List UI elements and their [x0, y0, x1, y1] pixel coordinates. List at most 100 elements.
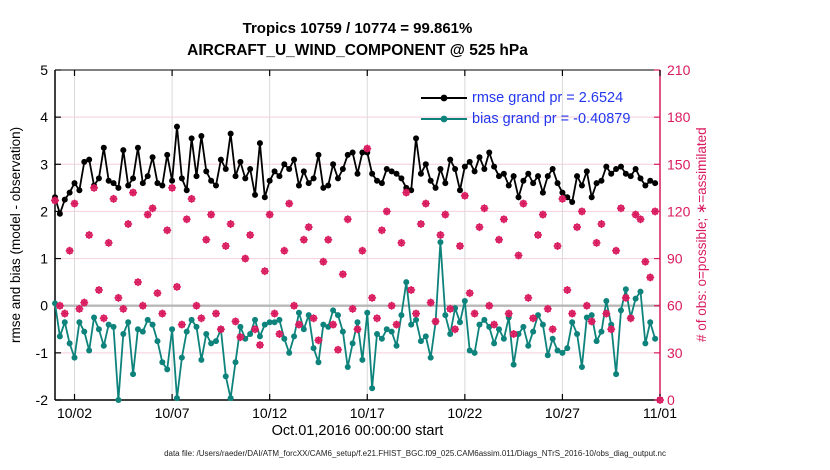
bias-marker	[393, 342, 400, 349]
rmse-marker	[544, 173, 551, 180]
obs-assimilated-marker	[144, 211, 151, 218]
obs-assimilated-marker	[388, 302, 395, 309]
legend-swatch-rmse	[421, 94, 467, 101]
rmse-marker	[266, 177, 273, 184]
rmse-marker	[276, 173, 283, 180]
bias-marker	[495, 326, 502, 333]
rmse-marker	[456, 187, 463, 194]
obs-assimilated-marker	[198, 315, 205, 322]
obs-assimilated-marker	[598, 220, 605, 228]
bias-marker	[213, 338, 220, 345]
rmse-marker	[330, 161, 337, 168]
obs-assimilated-marker	[310, 315, 317, 322]
obs-assimilated-marker	[56, 302, 64, 309]
rmse-marker	[569, 199, 576, 205]
obs-assimilated-marker	[505, 310, 513, 317]
rmse-marker	[203, 168, 210, 175]
obs-assimilated-marker	[656, 396, 664, 404]
obs-assimilated-marker	[403, 189, 410, 196]
rmse-marker	[139, 180, 146, 187]
bias-marker	[115, 397, 122, 403]
obs-assimilated-marker	[593, 239, 600, 247]
bias-marker	[461, 298, 468, 304]
obs-assimilated-marker	[61, 310, 69, 317]
rmse-marker	[315, 151, 322, 158]
bias-marker	[139, 328, 146, 335]
bias-marker	[442, 312, 449, 319]
rmse-marker	[242, 175, 249, 182]
bias-marker	[222, 373, 229, 380]
obs-assimilated-marker	[617, 205, 625, 212]
bias-marker	[383, 326, 390, 333]
rmse-marker	[271, 168, 278, 175]
bias-marker	[266, 319, 273, 326]
obs-assimilated-marker	[427, 299, 434, 306]
rmse-marker	[291, 156, 298, 163]
rmse-marker	[86, 156, 93, 163]
bias-marker	[359, 356, 366, 363]
obs-assimilated-marker	[539, 211, 547, 218]
x-tick-label: 11/01	[643, 405, 677, 421]
bias-marker	[510, 361, 517, 368]
bias-marker	[125, 319, 132, 326]
bias-marker	[422, 333, 429, 340]
x-tick-label: 10/27	[545, 405, 580, 421]
legend-marker-bias	[440, 115, 448, 122]
rmse-marker	[310, 175, 317, 182]
obs-assimilated-marker	[85, 231, 93, 239]
rmse-marker	[515, 194, 522, 201]
rmse-marker	[173, 123, 180, 130]
rmse-marker	[593, 180, 600, 187]
rmse-marker	[183, 187, 190, 194]
rmse-marker	[432, 184, 439, 191]
obs-assimilated-marker	[490, 321, 498, 328]
x-tick-label: 10/17	[350, 405, 385, 421]
bias-marker	[61, 319, 68, 326]
rmse-marker	[232, 173, 239, 180]
bias-marker	[466, 347, 473, 354]
rmse-marker	[95, 175, 102, 182]
rmse-marker	[627, 173, 634, 180]
rmse-marker	[134, 144, 141, 151]
obs-assimilated-marker	[193, 302, 200, 309]
bias-marker	[491, 340, 498, 347]
obs-assimilated-marker	[573, 223, 581, 231]
obs-assimilated-marker	[276, 330, 283, 338]
bias-marker	[276, 316, 283, 323]
obs-assimilated-marker	[212, 310, 220, 317]
bias-marker	[232, 359, 239, 366]
obs-assimilated-marker	[271, 310, 278, 317]
obs-assimilated-marker	[564, 286, 571, 294]
obs-assimilated-marker	[481, 205, 488, 212]
bias-marker	[613, 371, 620, 378]
legend-label-rmse: rmse grand pr = 2.6524	[472, 89, 624, 106]
rmse-marker	[334, 175, 341, 182]
bias-marker	[71, 354, 78, 361]
rmse-marker	[325, 182, 332, 189]
rmse-marker	[632, 166, 639, 172]
rmse-marker	[491, 163, 498, 170]
rmse-marker	[598, 177, 605, 184]
rmse-marker	[261, 194, 268, 201]
bias-marker	[588, 312, 595, 319]
bias-marker	[569, 319, 576, 326]
bias-marker	[130, 371, 137, 378]
bias-marker	[149, 321, 156, 328]
y-left-tick-label: -2	[36, 392, 49, 408]
rmse-marker	[149, 154, 156, 161]
bias-marker	[154, 338, 161, 345]
rmse-marker	[613, 166, 620, 172]
rmse-marker	[466, 158, 473, 165]
bias-marker	[647, 319, 654, 326]
bias-marker	[554, 347, 561, 354]
y-right-tick-label: 120	[667, 203, 691, 219]
obs-assimilated-marker	[510, 330, 517, 338]
rmse-marker	[652, 180, 659, 187]
bias-marker	[81, 328, 88, 335]
obs-assimilated-marker	[554, 242, 561, 250]
obs-assimilated-marker	[261, 267, 269, 275]
obs-assimilated-marker	[115, 294, 122, 302]
bias-marker	[559, 349, 566, 356]
rmse-marker	[583, 168, 590, 175]
bias-marker	[500, 335, 507, 342]
